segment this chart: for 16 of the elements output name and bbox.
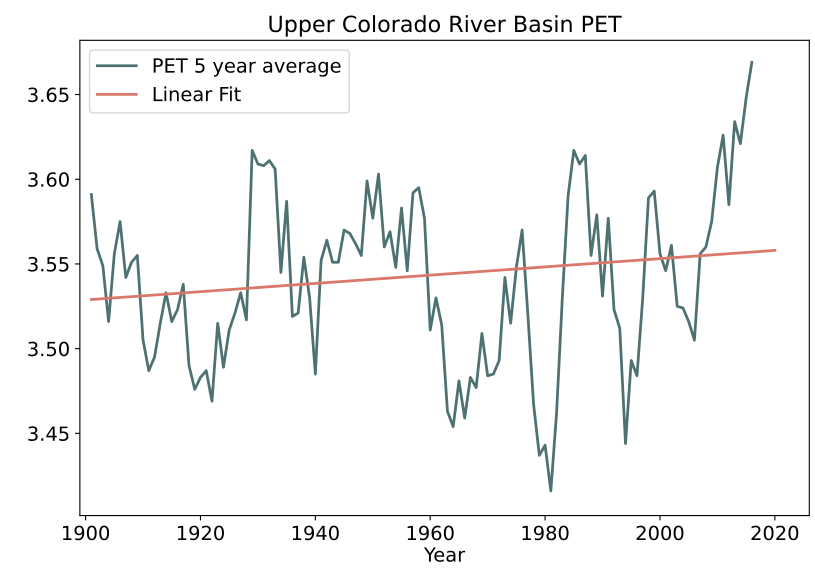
- x-tick-label: 2020: [752, 526, 798, 540]
- y-tick-label: 3.60: [28, 172, 69, 187]
- x-axis-title: Year: [424, 547, 466, 562]
- y-tick-label: 3.65: [28, 87, 68, 102]
- y-tick-label: 3.55: [28, 256, 68, 272]
- x-tick-label: 1940: [292, 526, 339, 540]
- y-tick-label: 3.45: [28, 426, 68, 442]
- x-tick-label: 2000: [636, 526, 684, 540]
- chart-title: Upper Colorado River Basin PET: [269, 15, 622, 37]
- y-tick-label: 3.50: [28, 342, 69, 356]
- x-tick-label: 1900: [63, 526, 110, 540]
- x-tick-label: 1960: [408, 526, 454, 540]
- legend-label: PET 5 year average: [154, 58, 341, 77]
- legend-label: Linear Fit: [154, 86, 241, 102]
- x-tick-label: 1920: [178, 526, 224, 540]
- x-tick-label: 1980: [522, 526, 569, 540]
